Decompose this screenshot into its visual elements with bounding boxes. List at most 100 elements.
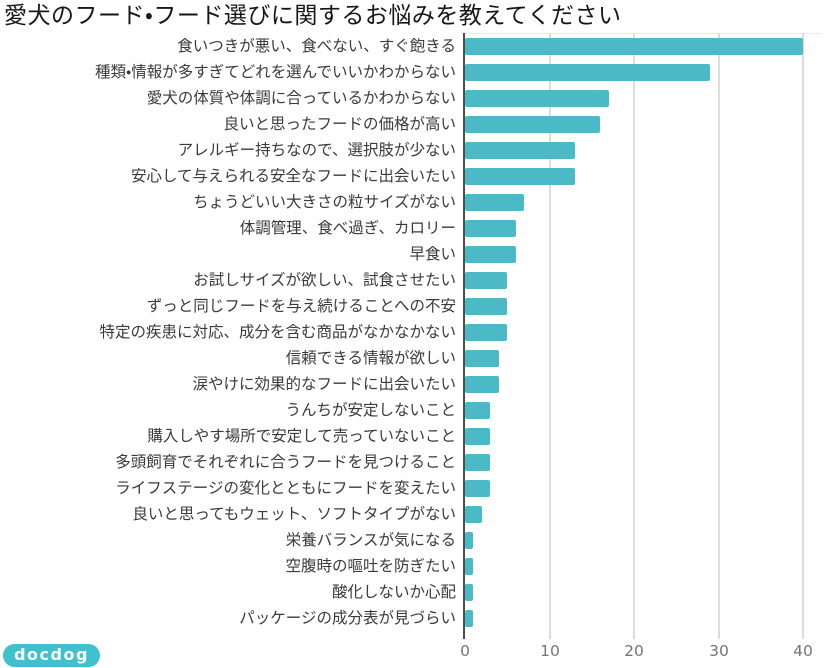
bar-label: 良いと思ったフードの価格が高い <box>223 115 456 133</box>
bar <box>465 63 711 81</box>
bar <box>465 89 609 107</box>
x-tick-label: 20 <box>624 642 644 660</box>
chart-row: ちょうどいい大きさの粒サイズがない <box>0 189 837 215</box>
bar-label: 愛犬の体質や体調に合っているかわからない <box>146 89 456 107</box>
bar-label: 食いつきが悪い、食べない、すぐ飽きる <box>177 37 456 55</box>
bar-label: アレルギー持ちなので、選択肢が少ない <box>177 141 456 159</box>
bar <box>465 479 491 497</box>
bar <box>465 427 491 445</box>
bar-track <box>465 527 837 553</box>
chart-row: 食いつきが悪い、食べない、すぐ飽きる <box>0 33 837 59</box>
chart-row: 酸化しないか心配 <box>0 579 837 605</box>
chart-row: 良いと思ってもウェット、ソフトタイプがない <box>0 501 837 527</box>
chart-row: 安心して与えられる安全なフードに出会いたい <box>0 163 837 189</box>
bar-label: 早食い <box>409 245 456 263</box>
bar-chart: 食いつきが悪い、食べない、すぐ飽きる種類・情報が多すぎてどれを選んでいいかわから… <box>0 33 837 631</box>
chart-row: ライフステージの変化とともにフードを変えたい <box>0 475 837 501</box>
bar-track <box>465 371 837 397</box>
chart-row: 体調管理、食べ過ぎ、カロリー <box>0 215 837 241</box>
bar-label: 購入しやす場所で安定して売っていないこと <box>147 427 456 445</box>
bar <box>465 505 482 523</box>
bar-track <box>465 319 837 345</box>
bar-track <box>465 449 837 475</box>
bar <box>465 37 803 55</box>
bar <box>465 297 508 315</box>
bar-track <box>465 241 837 267</box>
chart-row: パッケージの成分表が見づらい <box>0 605 837 631</box>
bar-label: 安心して与えられる安全なフードに出会いたい <box>130 167 456 185</box>
bar <box>465 557 474 575</box>
bar-label: お試しサイズが欲しい、試食させたい <box>193 271 456 289</box>
bar-label: 栄養バランスが気になる <box>285 531 456 549</box>
bar-label: 体調管理、食べ過ぎ、カロリー <box>239 219 456 237</box>
chart-row: 空腹時の嘔吐を防ぎたい <box>0 553 837 579</box>
chart-row: 特定の疾患に対応、成分を含む商品がなかなかない <box>0 319 837 345</box>
bar-track <box>465 423 837 449</box>
bar-label: 空腹時の嘔吐を防ぎたい <box>285 557 456 575</box>
bar <box>465 375 499 393</box>
bar-label: ちょうどいい大きさの粒サイズがない <box>192 193 456 211</box>
bar <box>465 583 474 601</box>
bar-label: パッケージの成分表が見づらい <box>239 609 456 627</box>
chart-row: 種類・情報が多すぎてどれを選んでいいかわからない <box>0 59 837 85</box>
chart-row: 早食い <box>0 241 837 267</box>
brand-logo-text: docdog <box>14 644 89 664</box>
bar <box>465 115 601 133</box>
bar-track <box>465 163 837 189</box>
bar-track <box>465 345 837 371</box>
bar-track <box>465 111 837 137</box>
x-tick-label: 30 <box>709 642 729 660</box>
chart-row: 涙やけに効果的なフードに出会いたい <box>0 371 837 397</box>
gridline <box>718 33 720 639</box>
x-tick-label: 0 <box>460 642 470 660</box>
y-axis-line <box>463 33 465 639</box>
x-tick-label: 10 <box>540 642 560 660</box>
chart-row: 信頼できる情報が欲しい <box>0 345 837 371</box>
bar <box>465 167 575 185</box>
bar-track <box>465 553 837 579</box>
bar <box>465 349 499 367</box>
bar-track <box>465 293 837 319</box>
bar-label: うんちが安定しないこと <box>285 401 456 419</box>
bar <box>465 453 491 471</box>
bar-label: 種類・情報が多すぎてどれを選んでいいかわからない <box>95 63 456 81</box>
bar <box>465 531 474 549</box>
bar-track <box>465 605 837 631</box>
bar-track <box>465 85 837 111</box>
plot-top-border <box>465 33 821 34</box>
bar <box>465 193 525 211</box>
chart-title: 愛犬のフード・フード選びに関するお悩みを教えてください <box>4 3 622 29</box>
bar <box>465 401 491 419</box>
bar-track <box>465 137 837 163</box>
bar-label: ライフステージの変化とともにフードを変えたい <box>115 479 456 497</box>
bar-track <box>465 579 837 605</box>
bar-label: 涙やけに効果的なフードに出会いたい <box>192 375 456 393</box>
chart-row: 良いと思ったフードの価格が高い <box>0 111 837 137</box>
bar-label: 特定の疾患に対応、成分を含む商品がなかなかない <box>99 323 456 341</box>
brand-logo: docdog <box>3 644 100 667</box>
bar-track <box>465 397 837 423</box>
bar-track <box>465 189 837 215</box>
bar-label: 良いと思ってもウェット、ソフトタイプがない <box>132 505 456 523</box>
bar <box>465 609 474 627</box>
bar-track <box>465 215 837 241</box>
chart-row: アレルギー持ちなので、選択肢が少ない <box>0 137 837 163</box>
bar-track <box>465 475 837 501</box>
x-tick-label: 40 <box>793 642 813 660</box>
gridline <box>633 33 635 639</box>
chart-row: 多頭飼育でそれぞれに合うフードを見つけること <box>0 449 837 475</box>
chart-row: 愛犬の体質や体調に合っているかわからない <box>0 85 837 111</box>
gridline <box>549 33 551 639</box>
chart-row: ずっと同じフードを与え続けることへの不安 <box>0 293 837 319</box>
bar-label: 信頼できる情報が欲しい <box>285 349 456 367</box>
bar-track <box>465 59 837 85</box>
bar <box>465 141 575 159</box>
bar-track <box>465 33 837 59</box>
bar-track <box>465 501 837 527</box>
bar-label: 多頭飼育でそれぞれに合うフードを見つけること <box>115 453 456 471</box>
bar-label: 酸化しないか心配 <box>331 583 456 601</box>
bar-label: ずっと同じフードを与え続けることへの不安 <box>146 297 456 315</box>
chart-row: お試しサイズが欲しい、試食させたい <box>0 267 837 293</box>
bar <box>465 245 516 263</box>
